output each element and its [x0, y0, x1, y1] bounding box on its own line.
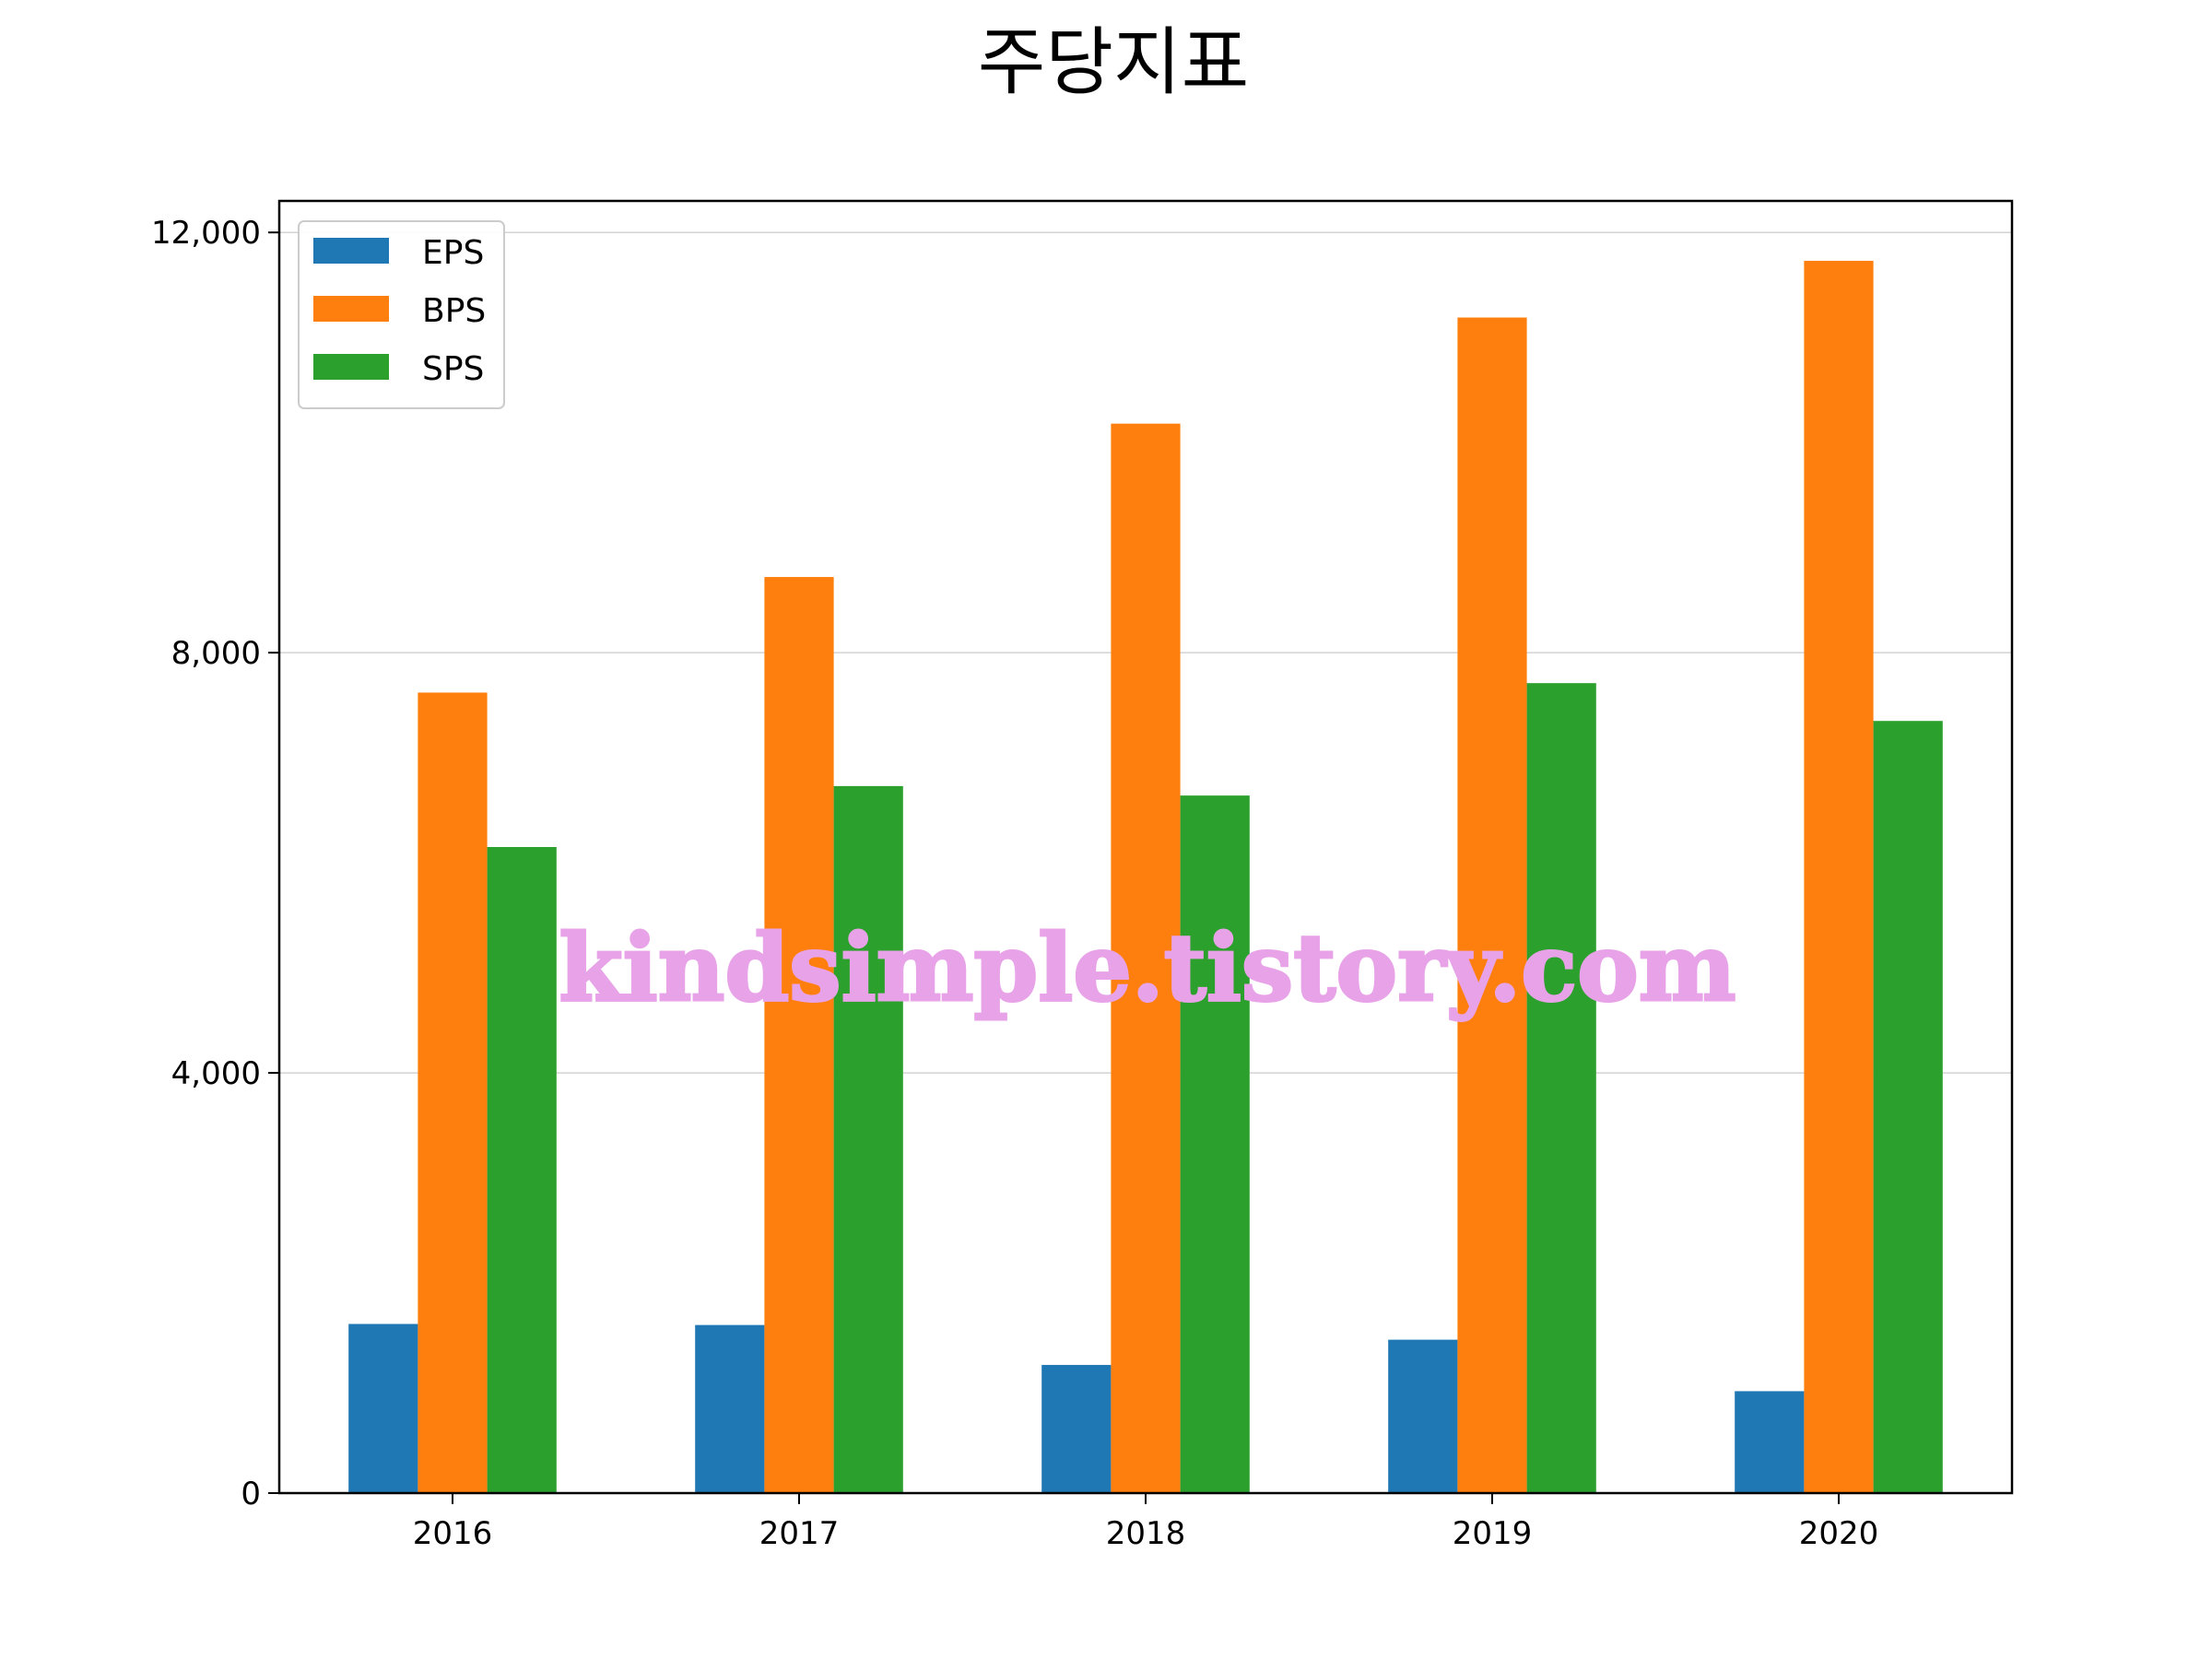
x-axis-ticks: 2016 2017 2018 2019 2020 [413, 1493, 1879, 1552]
y-tick-label-1: 4,000 [171, 1055, 261, 1092]
legend-label-eps: EPS [422, 234, 484, 272]
watermark: kindsimple.tistory.com [559, 913, 1735, 1022]
y-axis-ticks: 0 4,000 8,000 12,000 [151, 215, 279, 1512]
y-tick-label-0: 0 [241, 1476, 261, 1512]
x-tick-label-2017: 2017 [759, 1515, 840, 1552]
x-tick-label-2019: 2019 [1453, 1515, 1533, 1552]
bar-eps-2018 [1041, 1364, 1112, 1493]
bar-bps-2018 [1111, 423, 1181, 1494]
bar-sps-2018 [1180, 795, 1250, 1493]
bar-sps-2017 [833, 785, 903, 1493]
legend-label-bps: BPS [422, 292, 486, 330]
bar-bps-2016 [418, 692, 488, 1493]
x-tick-label-2020: 2020 [1799, 1515, 1879, 1552]
bar-eps-2016 [348, 1324, 418, 1493]
bar-eps-2020 [1735, 1391, 1805, 1493]
y-tick-label-2: 8,000 [171, 635, 261, 672]
plot-frame [277, 199, 2014, 1495]
legend: EPS BPS SPS [298, 220, 505, 409]
y-tick-label-3: 12,000 [151, 215, 261, 252]
x-tick-label-2018: 2018 [1106, 1515, 1186, 1552]
bar-sps-2020 [1873, 721, 1943, 1493]
bar-eps-2019 [1388, 1339, 1458, 1493]
legend-label-sps: SPS [422, 350, 484, 388]
bar-bps-2017 [764, 577, 834, 1493]
x-tick-label-2016: 2016 [413, 1515, 493, 1552]
legend-swatch-eps [313, 238, 389, 264]
bar-bps-2019 [1457, 317, 1527, 1493]
chart-title: 주당지표 [978, 19, 1249, 105]
legend-swatch-sps [313, 354, 389, 380]
bar-sps-2019 [1526, 683, 1596, 1493]
bar-bps-2020 [1804, 260, 1874, 1494]
bars [348, 260, 1943, 1494]
bar-eps-2017 [695, 1324, 765, 1493]
bar-sps-2016 [487, 847, 557, 1493]
legend-swatch-bps [313, 296, 389, 322]
